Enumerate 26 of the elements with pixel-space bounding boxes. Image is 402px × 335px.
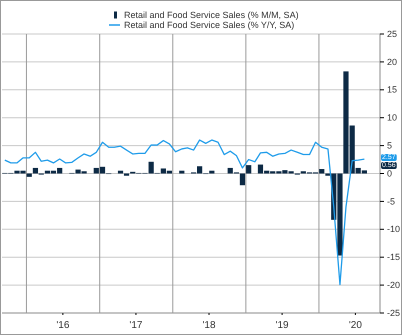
x-tick-label: '16 <box>56 320 70 332</box>
bar <box>209 170 214 174</box>
line-series <box>4 139 366 286</box>
y-tick-label: 10 <box>387 112 398 123</box>
y-tick-label: -20 <box>387 280 400 290</box>
bar <box>118 170 124 174</box>
x-tick-label: '17 <box>129 320 143 332</box>
y-tick-label: 20 <box>387 56 398 67</box>
bar <box>32 168 38 174</box>
y-tick-label: 15 <box>387 84 398 95</box>
x-tick-label: '20 <box>348 320 362 332</box>
y-tick-label: -10 <box>387 224 400 234</box>
bar <box>26 174 32 177</box>
legend-label: Retail and Food Service Sales (% Y/Y, SA) <box>124 20 294 30</box>
legend-label: Retail and Food Service Sales (% M/M, SA) <box>124 10 299 20</box>
bar <box>179 170 184 174</box>
x-tick-label: '19 <box>276 320 290 332</box>
x-tick-label: '18 <box>202 320 216 332</box>
y-tick-label: -5 <box>387 196 396 206</box>
y-tick-label: -15 <box>387 252 400 262</box>
bar <box>246 165 252 174</box>
y-tick-label: 25 <box>387 28 398 39</box>
y-tick-label: 0 <box>387 168 392 178</box>
y-tick-label: 5 <box>387 140 392 150</box>
y-tick-label: -25 <box>387 308 400 318</box>
bar <box>240 174 246 186</box>
